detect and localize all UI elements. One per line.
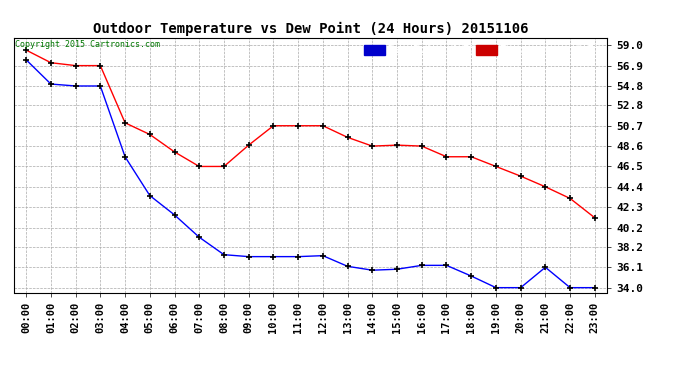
- Legend: Dew Point (°F), Temperature (°F): Dew Point (°F), Temperature (°F): [362, 43, 602, 57]
- Text: Copyright 2015 Cartronics.com: Copyright 2015 Cartronics.com: [15, 40, 160, 49]
- Title: Outdoor Temperature vs Dew Point (24 Hours) 20151106: Outdoor Temperature vs Dew Point (24 Hou…: [92, 22, 529, 36]
